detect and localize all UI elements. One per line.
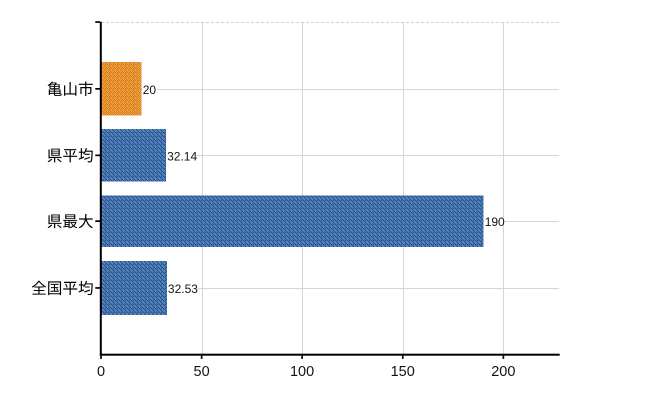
svg-text:50: 50 (194, 364, 210, 380)
svg-text:200: 200 (491, 364, 515, 380)
svg-text:0: 0 (97, 364, 105, 380)
svg-text:32.14: 32.14 (167, 149, 197, 163)
svg-text:100: 100 (290, 364, 314, 380)
svg-text:150: 150 (391, 364, 415, 380)
svg-text:32.53: 32.53 (168, 282, 198, 296)
svg-text:190: 190 (485, 215, 505, 229)
svg-text:20: 20 (143, 83, 157, 97)
